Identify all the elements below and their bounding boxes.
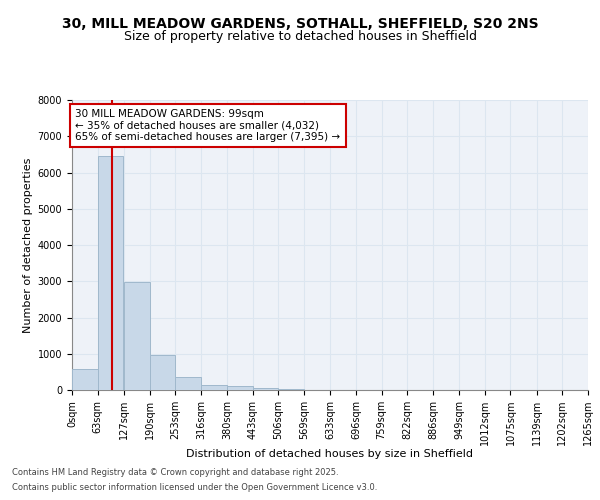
Text: Size of property relative to detached houses in Sheffield: Size of property relative to detached ho… bbox=[124, 30, 476, 43]
Bar bbox=[98, 156, 124, 390]
Bar bbox=[124, 282, 149, 390]
Y-axis label: Number of detached properties: Number of detached properties bbox=[23, 158, 34, 332]
Text: 30 MILL MEADOW GARDENS: 99sqm
← 35% of detached houses are smaller (4,032)
65% o: 30 MILL MEADOW GARDENS: 99sqm ← 35% of d… bbox=[75, 109, 340, 142]
Bar bbox=[72, 369, 98, 390]
Text: Contains HM Land Registry data © Crown copyright and database right 2025.: Contains HM Land Registry data © Crown c… bbox=[12, 468, 338, 477]
Bar bbox=[227, 386, 253, 390]
Bar bbox=[253, 388, 278, 390]
X-axis label: Distribution of detached houses by size in Sheffield: Distribution of detached houses by size … bbox=[187, 450, 473, 460]
Text: Contains public sector information licensed under the Open Government Licence v3: Contains public sector information licen… bbox=[12, 483, 377, 492]
Bar bbox=[175, 377, 201, 390]
Text: 30, MILL MEADOW GARDENS, SOTHALL, SHEFFIELD, S20 2NS: 30, MILL MEADOW GARDENS, SOTHALL, SHEFFI… bbox=[62, 18, 538, 32]
Bar bbox=[201, 384, 227, 390]
Bar bbox=[149, 355, 175, 390]
